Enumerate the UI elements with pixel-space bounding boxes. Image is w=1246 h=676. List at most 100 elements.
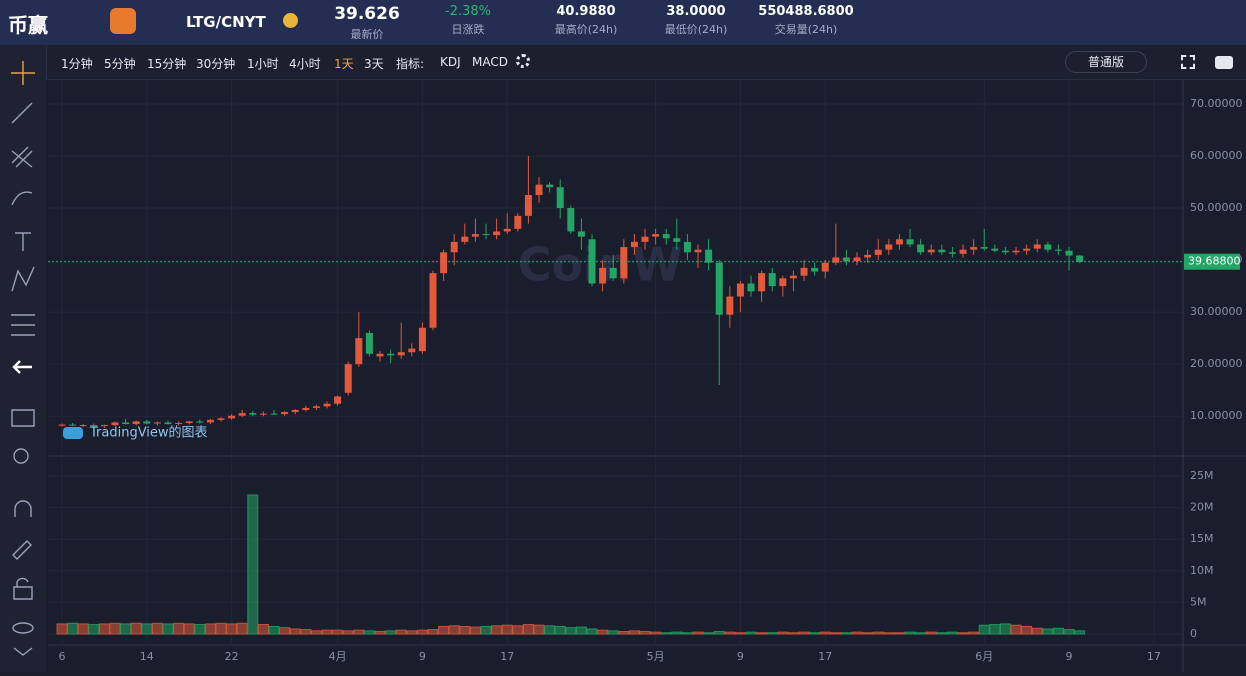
stat: 38.0000 最低价(24h) <box>636 4 756 37</box>
candle-body <box>758 273 766 292</box>
magnet-tool[interactable] <box>14 500 32 517</box>
candle-body <box>111 422 119 426</box>
fullscreen-icon[interactable] <box>1181 55 1195 69</box>
interval-button[interactable]: 1小时 <box>247 57 279 71</box>
stat: 40.9880 最高价(24h) <box>526 4 646 37</box>
volume-bar <box>268 625 280 635</box>
lock-draw-tool[interactable] <box>12 540 32 560</box>
fib-tool[interactable] <box>11 314 35 336</box>
eye-tool[interactable] <box>12 622 34 634</box>
volume-bar <box>236 622 248 635</box>
measure-tool[interactable] <box>11 409 35 427</box>
candle-body <box>885 244 893 250</box>
volume-bar <box>56 623 68 635</box>
candle-body <box>535 184 543 196</box>
candle-body <box>683 241 691 253</box>
volume-bar <box>671 631 683 635</box>
candle-body <box>1054 249 1062 251</box>
volume-tick-label: 25M <box>1190 469 1214 482</box>
lock-tool[interactable] <box>13 577 33 600</box>
interval-button[interactable]: 30分钟 <box>196 57 236 71</box>
candle-body <box>238 413 246 416</box>
pair-dropdown[interactable] <box>283 13 298 28</box>
crosshair-tool[interactable] <box>11 61 35 85</box>
volume-bar <box>999 623 1011 635</box>
candle-body <box>705 249 713 263</box>
volume-bar <box>427 629 439 635</box>
candle-body <box>418 327 426 352</box>
x-tick-label: 9 <box>419 650 426 663</box>
x-tick-label: 14 <box>140 650 154 663</box>
candle-body <box>281 412 289 415</box>
volume-bar <box>1021 625 1033 635</box>
candle-body <box>991 248 999 251</box>
zoom-tool[interactable] <box>13 448 29 464</box>
volume-bar <box>745 631 757 635</box>
interval-button[interactable]: 1天 <box>334 57 354 71</box>
candle-body <box>397 352 405 356</box>
pair[interactable]: LTG/CNYT <box>186 13 266 31</box>
collapse-tool[interactable] <box>13 647 33 656</box>
candle-body <box>376 353 384 357</box>
volume-bar <box>141 623 153 635</box>
volume-bar <box>151 622 163 635</box>
candle-body <box>864 254 872 258</box>
back-tool[interactable] <box>12 360 32 374</box>
snapshot-icon[interactable] <box>1215 56 1233 69</box>
pattern-tool[interactable] <box>11 266 35 292</box>
settings-icon[interactable] <box>516 54 530 68</box>
volume-tick-label: 0 <box>1190 627 1197 640</box>
channel-tool[interactable] <box>11 146 33 168</box>
candle-body <box>567 208 575 232</box>
volume-bar <box>120 623 132 635</box>
interval-button[interactable]: 1分钟 <box>61 57 93 71</box>
volume-bar <box>554 625 566 635</box>
volume-bar <box>522 624 534 635</box>
candle-body <box>917 244 925 253</box>
volume-bar <box>681 632 693 635</box>
candle-body <box>270 413 278 415</box>
candle-body <box>217 418 225 420</box>
indicator-button[interactable]: MACD <box>472 55 508 69</box>
volume-bar <box>1063 629 1075 635</box>
candle-body <box>58 424 66 426</box>
candle-body <box>652 234 660 237</box>
volume-tick-label: 15M <box>1190 532 1214 545</box>
text-tool[interactable] <box>15 232 31 251</box>
header: 币赢 LTG/CNYT 39.626 最新价 -2.38% 日涨跌 40.9880 最高价… <box>0 0 1246 45</box>
coin-badge <box>110 8 136 34</box>
y-tick-label: 10.00000 <box>1190 409 1243 422</box>
volume-bar <box>395 629 407 635</box>
volume-bar <box>904 631 916 635</box>
candle-body <box>842 257 850 262</box>
mode-button[interactable]: 普通版 <box>1065 51 1147 73</box>
interval-button[interactable]: 3天 <box>364 57 384 71</box>
candle-body <box>69 424 77 426</box>
logo[interactable]: 币赢 <box>8 13 48 37</box>
interval-button[interactable]: 4小时 <box>289 57 321 71</box>
candle-body <box>662 234 670 239</box>
volume-bar <box>88 624 100 635</box>
indicator-button[interactable]: KDJ <box>440 55 461 69</box>
interval-button[interactable]: 15分钟 <box>147 57 187 71</box>
brush-tool[interactable] <box>11 191 33 206</box>
volume-bar <box>300 629 312 635</box>
volume-bar <box>98 623 110 635</box>
candle-body <box>206 419 214 423</box>
candle-body <box>323 403 331 407</box>
candle-body <box>874 249 882 255</box>
volume-bar <box>342 630 354 635</box>
volume-bar <box>766 632 778 635</box>
candle-body <box>715 262 723 315</box>
candle-body <box>524 195 532 216</box>
candle-body <box>450 241 458 253</box>
volume-bar <box>872 631 884 635</box>
interval-button[interactable]: 5分钟 <box>104 57 136 71</box>
volume-bar <box>1010 624 1022 635</box>
volume-tick-label: 10M <box>1190 564 1214 577</box>
tv-logo <box>63 427 83 439</box>
line-tool[interactable] <box>11 102 33 124</box>
tool-icons <box>11 61 35 656</box>
candle-body <box>948 252 956 254</box>
volume-bar <box>798 631 810 635</box>
